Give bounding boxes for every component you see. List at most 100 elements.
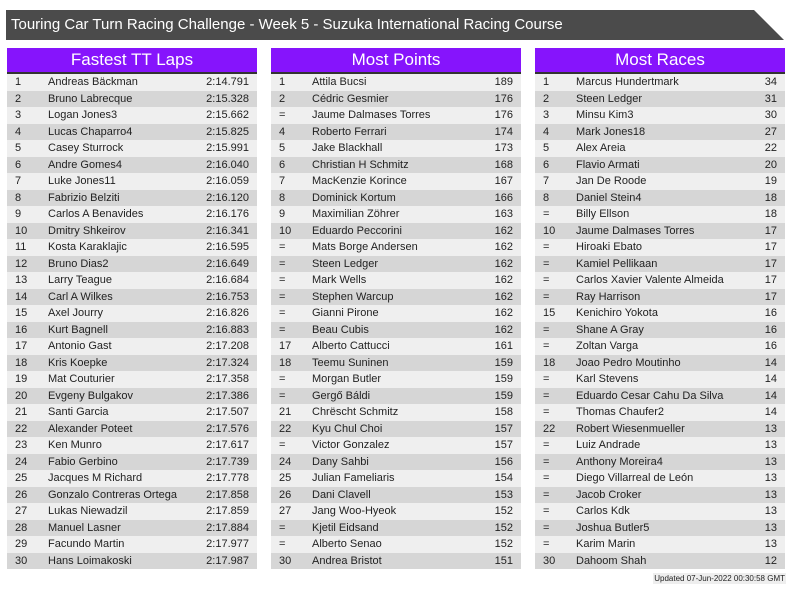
driver-name: Cédric Gesmier [312, 92, 389, 105]
driver-name: Victor Gonzalez [312, 439, 390, 451]
rank: 1 [543, 76, 550, 88]
rank: 19 [15, 373, 28, 385]
rank: = [279, 290, 286, 303]
driver-name: Alexander Poteet [48, 422, 133, 435]
value: 2:16.341 [206, 224, 249, 237]
rank: = [279, 538, 286, 550]
driver-name: Julian Fameliaris [312, 472, 395, 484]
driver-name: Bruno Labrecque [48, 92, 133, 105]
value: 156 [494, 455, 513, 468]
driver-name: MacKenzie Korince [312, 175, 407, 187]
value: 153 [494, 488, 513, 501]
table-row: 12 Bruno Dias2 2:16.649 [7, 255, 257, 272]
value: 2:17.358 [206, 373, 249, 385]
value: 2:17.739 [206, 455, 249, 468]
rank: = [279, 274, 286, 286]
driver-name: Kamiel Pellikaan [576, 257, 658, 270]
table-row: 21 Chrëscht Schmitz 158 [271, 404, 521, 421]
driver-name: Mats Borge Andersen [312, 241, 418, 253]
table-row: = Stephen Warcup 162 [271, 288, 521, 305]
table-row: 15 Kenichiro Yokota 16 [535, 305, 785, 322]
driver-name: Jacques M Richard [48, 472, 143, 484]
table-row: = Eduardo Cesar Cahu Da Silva 14 [535, 387, 785, 404]
driver-name: Axel Jourry [48, 307, 104, 319]
rank: 15 [15, 307, 28, 319]
table-row: = Beau Cubis 162 [271, 321, 521, 338]
table-row: 1 Marcus Hundertmark 34 [535, 74, 785, 91]
driver-name: Anthony Moreira4 [576, 455, 663, 468]
driver-name: Lukas Niewadzil [48, 505, 128, 517]
table-row: 17 Antonio Gast 2:17.208 [7, 338, 257, 355]
table-title: Fastest TT Laps [7, 48, 257, 74]
table-row: 22 Kyu Chul Choi 157 [271, 420, 521, 437]
value: 166 [494, 191, 513, 204]
table-row: 30 Dahoom Shah 12 [535, 552, 785, 569]
driver-name: Maximilian Zöhrer [312, 208, 400, 220]
rank: 27 [279, 505, 292, 517]
rank: 30 [543, 554, 556, 567]
driver-name: Jaume Dalmases Torres [312, 109, 431, 121]
rank: 12 [15, 257, 28, 270]
value: 154 [494, 472, 513, 484]
rank: 8 [279, 191, 286, 204]
value: 157 [494, 422, 513, 435]
rank: 6 [279, 158, 286, 171]
rank: 3 [543, 109, 550, 121]
table-row: = Morgan Butler 159 [271, 371, 521, 388]
table-row: 8 Daniel Stein4 18 [535, 189, 785, 206]
value: 152 [494, 505, 513, 517]
driver-name: Daniel Stein4 [576, 191, 642, 204]
rank: = [543, 406, 550, 418]
driver-name: Mark Wells [312, 274, 367, 286]
driver-name: Logan Jones3 [48, 109, 118, 121]
driver-name: Luiz Andrade [576, 439, 641, 451]
value: 14 [764, 406, 777, 418]
value: 162 [494, 323, 513, 336]
driver-name: Lucas Chaparro4 [48, 125, 133, 138]
driver-name: Jaume Dalmases Torres [576, 224, 695, 237]
value: 2:16.176 [206, 208, 249, 220]
rank: 6 [543, 158, 550, 171]
rank: 24 [15, 455, 28, 468]
table-row: 7 Jan De Roode 19 [535, 173, 785, 190]
rank: 5 [15, 142, 22, 154]
value: 2:15.328 [206, 92, 249, 105]
table-row: 3 Logan Jones3 2:15.662 [7, 107, 257, 124]
driver-name: Santi Garcia [48, 406, 109, 418]
value: 13 [764, 521, 777, 534]
value: 13 [764, 422, 777, 435]
rank: 9 [15, 208, 22, 220]
value: 2:15.991 [206, 142, 249, 154]
rank: 7 [279, 175, 286, 187]
value: 34 [764, 76, 777, 88]
table-row: 22 Alexander Poteet 2:17.576 [7, 420, 257, 437]
rank: 4 [279, 125, 286, 138]
value: 152 [494, 521, 513, 534]
rank: 2 [279, 92, 286, 105]
value: 2:14.791 [206, 76, 249, 88]
driver-name: Roberto Ferrari [312, 125, 387, 138]
value: 30 [764, 109, 777, 121]
value: 161 [494, 340, 513, 352]
value: 151 [494, 554, 513, 567]
rank: 23 [15, 439, 28, 451]
driver-name: Dominick Kortum [312, 191, 396, 204]
value: 22 [764, 142, 777, 154]
driver-name: Kyu Chul Choi [312, 422, 383, 435]
table-title: Most Races [535, 48, 785, 74]
driver-name: Antonio Gast [48, 340, 112, 352]
value: 158 [494, 406, 513, 418]
rank: 4 [15, 125, 22, 138]
value: 168 [494, 158, 513, 171]
rank: 20 [15, 389, 28, 402]
value: 13 [764, 472, 777, 484]
driver-name: Gonzalo Contreras Ortega [48, 488, 178, 501]
table-row: = Luiz Andrade 13 [535, 437, 785, 454]
rank: 10 [279, 224, 292, 237]
rank: = [279, 521, 286, 534]
rank: 14 [15, 290, 28, 303]
driver-name: Stephen Warcup [312, 290, 394, 303]
driver-name: Gergő Báldi [312, 389, 371, 402]
table-row: = Carlos Xavier Valente Almeida 17 [535, 272, 785, 289]
table-row: 21 Santi Garcia 2:17.507 [7, 404, 257, 421]
